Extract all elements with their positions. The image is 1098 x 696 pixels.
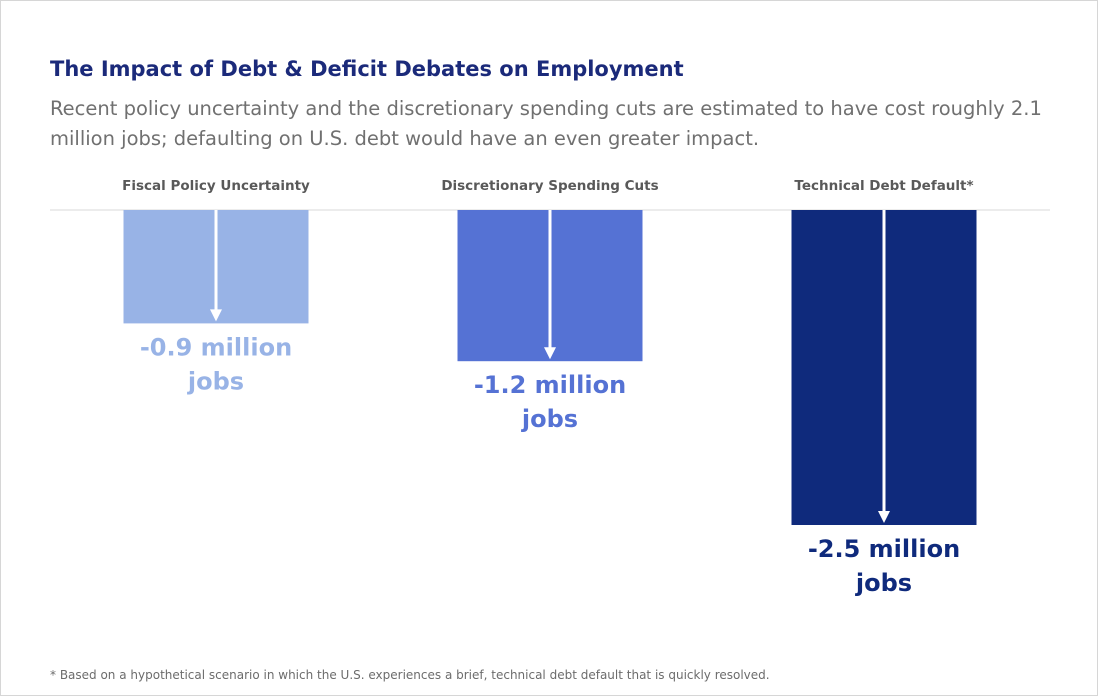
value-label: jobs — [855, 569, 912, 597]
value-label: -0.9 million — [140, 333, 292, 361]
chart-subtitle: Recent policy uncertainty and the discre… — [50, 97, 1042, 150]
value-label: -2.5 million — [808, 535, 960, 563]
down-arrow-icon — [544, 347, 556, 360]
bars-layer: Fiscal Policy Uncertainty -0.9 million job… — [122, 178, 977, 597]
footnote: * Based on a hypothetical scenario in wh… — [50, 668, 770, 682]
value-label: jobs — [521, 405, 578, 433]
down-arrow-icon — [210, 309, 222, 322]
down-arrow-icon — [878, 511, 890, 523]
value-label: jobs — [187, 367, 244, 395]
value-label: -1.2 million — [474, 371, 626, 399]
category-label: Discretionary Spending Cuts — [441, 178, 658, 194]
chart-title: The Impact of Debt & Deficit Debates on … — [50, 57, 684, 81]
category-label: Technical Debt Default* — [794, 178, 973, 194]
category-label: Fiscal Policy Uncertainty — [122, 178, 310, 194]
